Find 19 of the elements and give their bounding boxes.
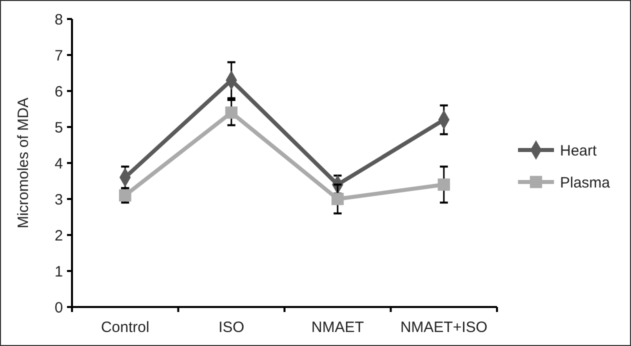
y-tick-label: 6 bbox=[54, 83, 63, 100]
y-axis-title: Micromoles of MDA bbox=[15, 98, 32, 228]
x-tick-label: NMAET bbox=[311, 319, 364, 336]
y-tick-label: 1 bbox=[54, 263, 63, 280]
point bbox=[332, 192, 344, 206]
y-tick-label: 5 bbox=[54, 119, 63, 136]
y-tick-label: 0 bbox=[54, 299, 63, 316]
point bbox=[438, 178, 450, 191]
y-tick-label: 7 bbox=[54, 47, 63, 64]
x-tick-label: NMAET+ISO bbox=[400, 319, 488, 336]
x-tick-label: Control bbox=[100, 319, 150, 336]
y-tick-label: 2 bbox=[54, 227, 63, 244]
point bbox=[225, 106, 238, 119]
x-tick-label: ISO bbox=[218, 319, 244, 336]
legend-label: Plasma bbox=[560, 174, 611, 192]
legend-label: Heart bbox=[560, 142, 598, 160]
y-tick-label: 4 bbox=[54, 155, 63, 172]
y-tick-label: 8 bbox=[54, 11, 63, 28]
y-tick-label: 3 bbox=[54, 191, 63, 208]
